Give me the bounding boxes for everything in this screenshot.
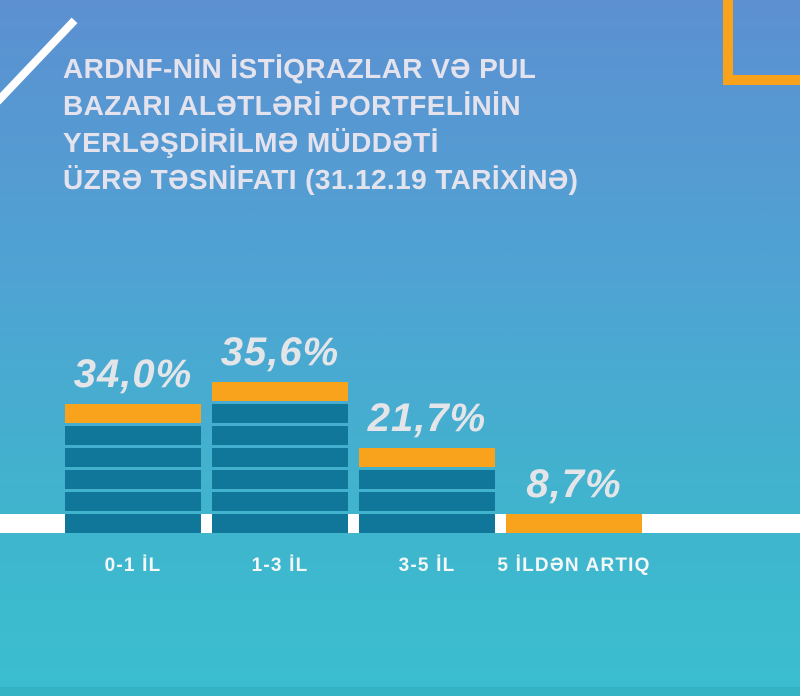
bar-group-3: 21,7% 3-5 İL xyxy=(359,396,495,576)
bar-cap-segment xyxy=(359,448,495,467)
bar-segment xyxy=(359,470,495,489)
corner-bracket-icon xyxy=(723,75,800,85)
bar-segment xyxy=(212,492,348,511)
bar-segment xyxy=(212,404,348,423)
bar-segment xyxy=(212,470,348,489)
bar-value-label: 8,7% xyxy=(526,462,622,506)
bar-cap-segment xyxy=(212,382,348,401)
bar-cap-segment xyxy=(65,404,201,423)
bar-value-label: 21,7% xyxy=(367,396,487,440)
chart-title: ARDNF-NİN İSTİQRAZLAR VƏ PUL BAZARI ALƏT… xyxy=(63,53,579,195)
footer-strip xyxy=(0,687,800,696)
category-label: 3-5 İL xyxy=(398,555,456,576)
bar-segment xyxy=(65,514,201,533)
corner-bracket-icon xyxy=(723,0,733,85)
bar-segment xyxy=(359,514,495,533)
bar-segment xyxy=(212,514,348,533)
category-label: 5 İLDƏN ARTIQ xyxy=(497,555,651,576)
bar-segment xyxy=(65,492,201,511)
bar-value-label: 35,6% xyxy=(220,330,340,374)
bar-segment xyxy=(65,470,201,489)
bar-segment xyxy=(65,448,201,467)
bar-group-1: 34,0% 0-1 İL xyxy=(65,352,201,576)
bar-segment xyxy=(212,448,348,467)
category-label: 1-3 İL xyxy=(251,555,309,576)
category-label: 0-1 İL xyxy=(104,555,162,576)
bar-group-4: 8,7% 5 İLDƏN ARTIQ xyxy=(497,462,649,576)
bar-segment xyxy=(212,426,348,445)
bar-segment xyxy=(65,426,201,445)
bar-group-2: 35,6% 1-3 İL xyxy=(212,330,348,576)
bar-segment xyxy=(359,492,495,511)
bar-cap-segment xyxy=(506,514,642,533)
bar-value-label: 34,0% xyxy=(73,352,193,396)
